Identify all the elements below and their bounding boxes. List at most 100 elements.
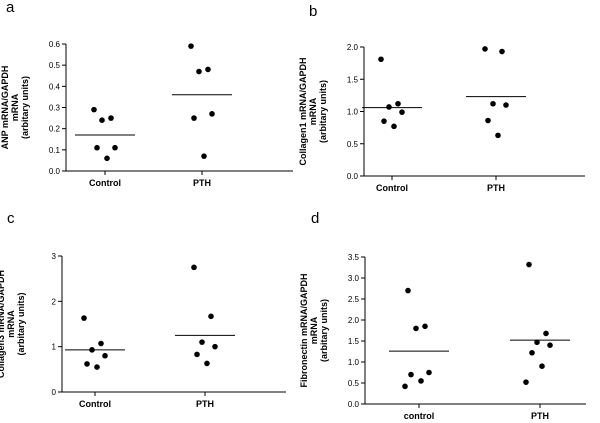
data-point-d [547, 342, 553, 348]
ytick-label-b: 1.5 [347, 75, 359, 84]
chart-c-svg: 0 1 2 3 Control PTH Collagen3 mRNA/GAPDH mRNA (a… [0, 252, 286, 409]
xtick-label-c: Control [79, 399, 111, 409]
data-point-d [402, 383, 408, 390]
data-point-a [209, 111, 215, 117]
data-point-c [191, 264, 197, 271]
ylabel-line-a: (arbitary units) [20, 76, 30, 139]
panel-a: a 0.0 0.1 0.2 0.3 0.4 0.5 0.6 Control PTH ANP mRN… [0, 0, 300, 200]
panel-c-letter: c [7, 210, 15, 227]
panel-a-letter: a [6, 0, 15, 16]
data-point-d [534, 339, 540, 346]
data-point-a [99, 117, 105, 123]
ytick-label-b: 1.0 [347, 108, 359, 117]
data-point-b [381, 118, 387, 124]
panel-b: b 0.0 0.5 1.0 1.5 2.0 Control PTH Collagen1 mRN… [298, 0, 600, 200]
ytick-label-c: 1 [52, 343, 57, 352]
panel-d: d 0.0 0.5 1.0 1.5 2.0 2.5 3.0 3.5 control PTH Fibr… [299, 210, 600, 423]
ytick-label-b: 0.5 [347, 140, 359, 149]
ytick-label-a: 0.0 [49, 167, 61, 176]
data-point-d [418, 378, 424, 384]
ylabel-line-d: Fibronectin mRNA/GAPDH [299, 273, 309, 387]
ytick-label-a: 0.2 [49, 125, 61, 134]
ylabel-line-d: mRNA [309, 316, 319, 344]
ytick-label-a: 0.3 [49, 104, 61, 113]
data-point-a [91, 106, 97, 113]
panel-b-letter: b [309, 3, 318, 20]
data-point-b [386, 104, 392, 110]
ytick-label-b: 2.0 [347, 43, 359, 52]
data-point-c [212, 343, 218, 350]
data-point-d [422, 323, 428, 330]
data-point-d [413, 325, 419, 332]
chart-a-svg: 0.0 0.1 0.2 0.3 0.4 0.5 0.6 Control PTH ANP mRNA/… [0, 40, 293, 188]
data-point-d [426, 369, 432, 376]
ytick-label-b: 0.0 [347, 172, 359, 181]
xtick-label-c: PTH [196, 399, 214, 409]
data-point-b [503, 102, 509, 108]
xtick-label-d: PTH [531, 411, 549, 421]
data-point-c [208, 313, 214, 320]
data-point-b [395, 100, 401, 107]
data-point-a [108, 115, 114, 121]
ytick-label-a: 0.1 [49, 146, 61, 155]
data-point-a [104, 155, 110, 162]
data-point-c [199, 339, 205, 345]
data-point-a [191, 115, 197, 121]
data-point-c [81, 315, 87, 321]
chart-d-svg: 0.0 0.5 1.0 1.5 2.0 2.5 3.0 3.5 control PTH Fibron… [299, 253, 586, 421]
data-point-b [378, 56, 384, 63]
ytick-label-a: 0.4 [49, 82, 61, 91]
data-point-d [539, 363, 545, 369]
ylabel-line-c: (arbitary units) [16, 292, 26, 355]
data-point-d [529, 349, 535, 356]
data-point-c [98, 340, 104, 347]
data-point-a [205, 66, 211, 73]
ylabel-line-a: mRNA [10, 93, 20, 121]
panel-d-letter: d [311, 210, 320, 227]
data-point-a [196, 68, 202, 75]
data-point-a [94, 144, 100, 151]
ytick-label-d: 2.5 [348, 295, 360, 304]
data-point-d [526, 261, 532, 268]
data-point-a [188, 43, 194, 49]
data-point-a [112, 144, 118, 151]
xtick-label-b: Control [376, 183, 408, 193]
data-point-b [485, 117, 491, 124]
data-point-d [405, 287, 411, 294]
data-point-c [102, 352, 108, 359]
ytick-label-d: 3.0 [348, 274, 360, 283]
ytick-label-d: 0.0 [348, 400, 360, 409]
ytick-label-c: 3 [52, 252, 57, 261]
xtick-label-a: Control [89, 178, 121, 188]
data-point-d [523, 379, 529, 385]
ytick-label-c: 2 [52, 297, 57, 306]
ytick-label-d: 1.0 [348, 358, 360, 367]
data-point-b [482, 46, 488, 52]
data-point-b [495, 132, 501, 139]
ylabel-line-b: (arbitary units) [318, 80, 328, 143]
ytick-label-a: 0.6 [49, 40, 61, 49]
ylabel-line-c: Collagen3 mRNA/GAPDH [0, 270, 6, 378]
ylabel-line-d: (arbitary units) [319, 299, 329, 362]
ylabel-line-b: Collagen1 mRNA/GAPDH [298, 57, 308, 165]
ytick-label-d: 2.0 [348, 316, 360, 325]
data-point-b [391, 123, 397, 130]
data-point-c [194, 351, 200, 358]
ylabel-line-b: mRNA [308, 97, 318, 125]
chart-b-svg: 0.0 0.5 1.0 1.5 2.0 Control PTH Collagen1 mRNA/… [298, 43, 585, 193]
ytick-label-d: 0.5 [348, 379, 360, 388]
data-point-d [543, 330, 549, 337]
panel-c: c 0 1 2 3 Control PTH Collagen3 mRNA/GAPDH mRNA… [0, 210, 300, 423]
ytick-label-d: 1.5 [348, 337, 360, 346]
data-point-c [84, 361, 90, 367]
data-point-b [490, 100, 496, 107]
xtick-label-b: PTH [487, 183, 505, 193]
data-point-c [204, 360, 210, 367]
ytick-label-a: 0.5 [49, 61, 61, 70]
xtick-label-d: control [404, 411, 435, 421]
xtick-label-a: PTH [193, 178, 211, 188]
ylabel-line-a: ANP mRNA/GAPDH [0, 66, 10, 150]
ytick-label-c: 0 [52, 388, 57, 397]
data-point-a [201, 153, 207, 159]
data-point-b [399, 109, 405, 115]
